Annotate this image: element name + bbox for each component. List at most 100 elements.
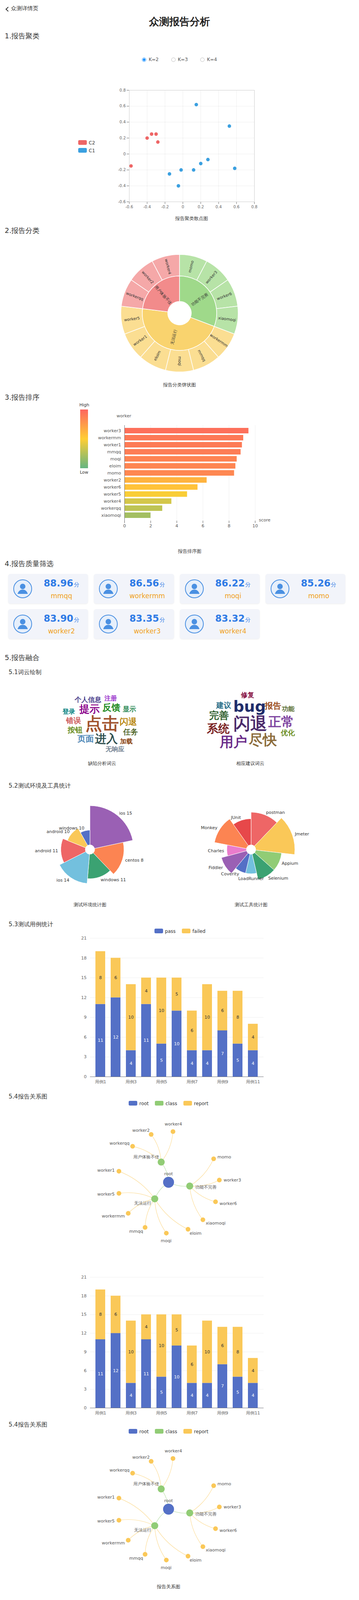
svg-text:workerqq: workerqq	[109, 1139, 130, 1145]
svg-text:worker4: worker4	[164, 1446, 183, 1453]
svg-text:加载: 加载	[119, 736, 133, 745]
svg-text:用例7: 用例7	[186, 1078, 198, 1084]
svg-text:优化: 优化	[280, 727, 296, 736]
svg-text:8: 8	[99, 974, 103, 980]
svg-text:-0.2: -0.2	[118, 167, 126, 172]
svg-text:worker2: worker2	[140, 269, 155, 285]
svg-text:Charles: Charles	[208, 847, 225, 853]
svg-text:root: root	[164, 1170, 174, 1176]
svg-text:workermm: workermm	[101, 1212, 125, 1218]
svg-text:4: 4	[190, 1059, 194, 1065]
svg-text:功能不完善: 功能不完善	[195, 1509, 217, 1515]
svg-text:用例7: 用例7	[186, 1409, 198, 1415]
svg-text:5: 5	[236, 1388, 240, 1394]
svg-text:worker2: worker2	[132, 1126, 150, 1132]
svg-text:5: 5	[160, 1388, 164, 1394]
svg-text:完善: 完善	[209, 709, 229, 721]
svg-text:10: 10	[158, 1006, 165, 1013]
svg-text:momo: momo	[107, 470, 122, 476]
svg-text:2: 2	[149, 522, 153, 528]
svg-text:Jmeter: Jmeter	[294, 830, 310, 836]
svg-text:workermm: workermm	[209, 332, 229, 348]
svg-text:用例9: 用例9	[217, 1409, 229, 1415]
svg-text:4: 4	[129, 1059, 133, 1065]
svg-text:用户体验不佳: 用户体验不佳	[133, 1479, 160, 1485]
svg-text:worker6: worker6	[219, 1199, 237, 1205]
svg-text:10: 10	[204, 1013, 211, 1019]
svg-text:10: 10	[204, 1348, 211, 1354]
svg-text:workerqq: workerqq	[100, 505, 121, 511]
svg-text:18: 18	[81, 954, 87, 960]
svg-text:-0.2: -0.2	[161, 204, 169, 209]
svg-text:4: 4	[251, 1391, 255, 1397]
svg-text:错误: 错误	[65, 715, 82, 725]
svg-text:4: 4	[145, 1322, 148, 1329]
svg-text:eloim: eloim	[189, 1229, 202, 1235]
svg-text:0.6: 0.6	[233, 204, 240, 209]
svg-text:注册: 注册	[104, 693, 117, 702]
svg-text:8: 8	[99, 1310, 103, 1316]
svg-text:postman: postman	[265, 809, 285, 815]
svg-text:10: 10	[128, 1348, 134, 1354]
svg-text:7: 7	[221, 1382, 225, 1388]
svg-text:worker1: worker1	[132, 333, 148, 347]
svg-text:4: 4	[175, 522, 179, 528]
svg-text:mmqq: mmqq	[129, 1554, 143, 1560]
svg-text:worker5: worker5	[97, 1516, 115, 1523]
svg-text:android 11: android 11	[34, 847, 58, 853]
svg-text:4: 4	[129, 1391, 133, 1397]
svg-text:4: 4	[206, 1391, 209, 1397]
svg-text:xiaomoqi: xiaomoqi	[101, 512, 122, 518]
svg-text:用例11: 用例11	[245, 1078, 261, 1084]
svg-text:worker1: worker1	[103, 441, 122, 447]
svg-text:worker4: worker4	[103, 498, 122, 504]
svg-text:功能不完善: 功能不完善	[190, 291, 209, 307]
svg-text:0.2: 0.2	[119, 135, 126, 141]
svg-text:进入: 进入	[94, 731, 119, 745]
svg-text:提示: 提示	[78, 702, 100, 715]
svg-text:4: 4	[251, 1033, 255, 1039]
svg-text:12: 12	[81, 994, 87, 1000]
svg-text:8: 8	[236, 1013, 240, 1019]
svg-text:momo: momo	[217, 1153, 232, 1159]
svg-text:Selenium: Selenium	[268, 874, 289, 880]
svg-text:0.4: 0.4	[119, 119, 126, 124]
svg-text:worker5: worker5	[123, 315, 141, 322]
svg-text:eloim: eloim	[189, 1556, 202, 1562]
svg-text:worker3: worker3	[223, 1176, 242, 1182]
svg-text:6: 6	[84, 1033, 87, 1039]
svg-text:6: 6	[114, 1310, 118, 1316]
svg-text:修复: 修复	[240, 690, 255, 699]
svg-text:4: 4	[145, 987, 148, 993]
svg-text:0.8: 0.8	[119, 87, 126, 93]
svg-text:worker3: worker3	[103, 427, 122, 433]
svg-text:-0.6: -0.6	[125, 204, 134, 209]
svg-text:用例9: 用例9	[217, 1078, 229, 1084]
svg-text:用例1: 用例1	[95, 1078, 107, 1084]
svg-text:6: 6	[221, 1006, 225, 1013]
svg-text:无响应: 无响应	[105, 744, 125, 753]
svg-text:6: 6	[114, 974, 118, 980]
svg-text:显示: 显示	[122, 704, 137, 713]
svg-text:12: 12	[81, 1329, 87, 1335]
svg-text:10: 10	[252, 522, 259, 528]
svg-text:用例1: 用例1	[95, 1409, 107, 1415]
svg-text:eloim: eloim	[152, 349, 162, 362]
svg-text:workerqq: workerqq	[125, 290, 145, 302]
svg-text:workermm: workermm	[101, 1538, 125, 1544]
svg-text:bug: bug	[233, 696, 266, 715]
svg-text:moqi: moqi	[160, 1563, 172, 1569]
svg-text:worker6: worker6	[219, 1526, 237, 1532]
svg-text:9: 9	[84, 1013, 87, 1019]
svg-text:21: 21	[81, 1273, 87, 1279]
svg-text:11: 11	[97, 1036, 104, 1042]
svg-text:尽快: 尽快	[248, 730, 278, 747]
svg-text:-0.6: -0.6	[118, 199, 126, 204]
svg-text:用户体验不佳: 用户体验不佳	[133, 1153, 160, 1159]
svg-text:6: 6	[221, 1341, 225, 1347]
svg-text:worker6: worker6	[216, 290, 233, 301]
svg-text:0: 0	[181, 204, 184, 209]
svg-text:mmqq: mmqq	[107, 448, 121, 455]
svg-text:Fiddler: Fiddler	[208, 864, 223, 870]
svg-text:闪退: 闪退	[119, 716, 137, 726]
